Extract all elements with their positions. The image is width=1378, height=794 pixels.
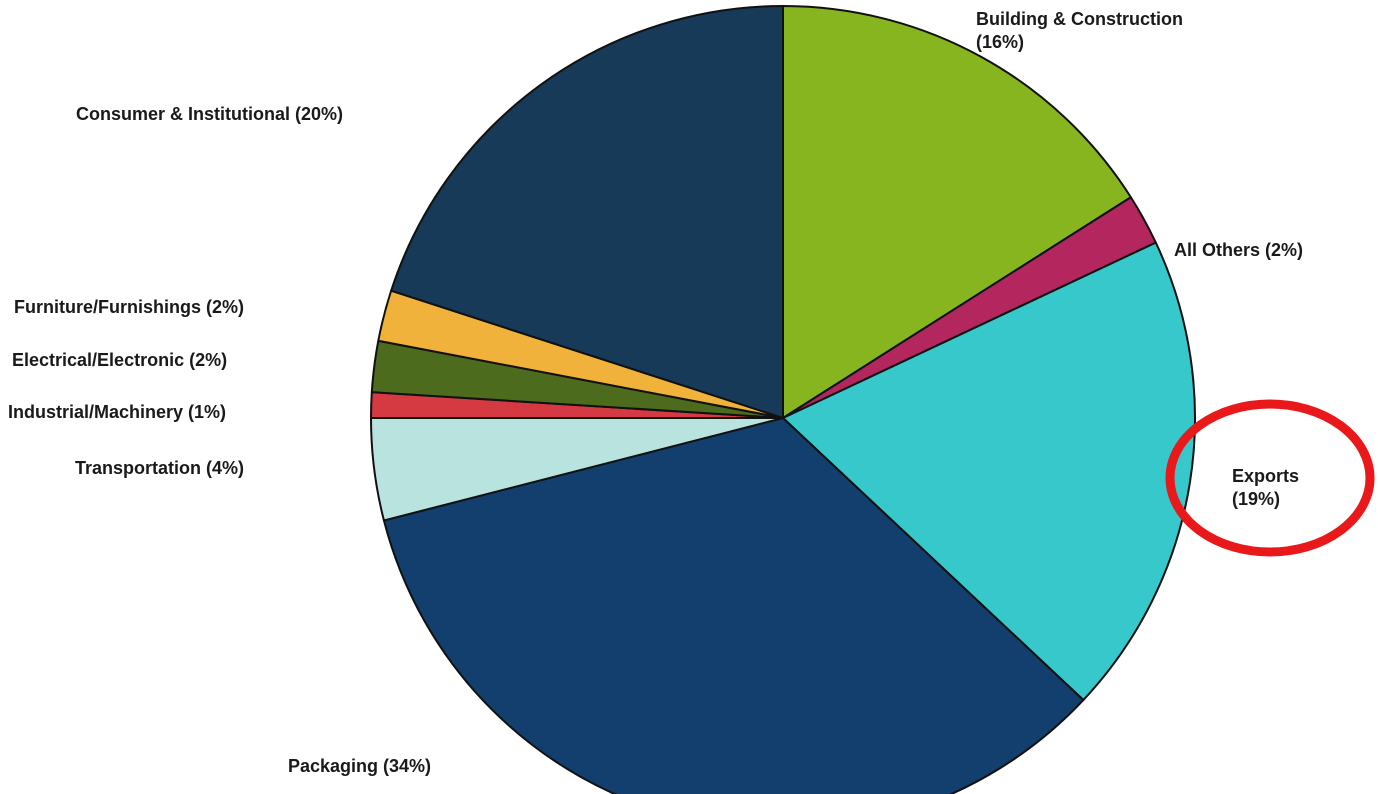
label-furniture-furnishings: Furniture/Furnishings (2%) [14, 297, 245, 317]
label-industrial-machinery: Industrial/Machinery (1%) [8, 402, 227, 422]
label-electrical-electronic: Electrical/Electronic (2%) [12, 350, 228, 370]
label-transportation: Transportation (4%) [75, 458, 245, 478]
slice-consumer-institutional [390, 5, 784, 419]
label-packaging: Packaging (34%) [288, 756, 432, 776]
label-consumer-institutional: Consumer & Institutional (20%) [76, 104, 344, 124]
slice-building-construction [782, 5, 1132, 419]
label-building-construction: Building & Construction (16%) [976, 9, 1183, 52]
slice-exports [782, 241, 1197, 702]
label-all-others: All Others (2%) [1174, 240, 1304, 260]
slice-packaging [382, 417, 1085, 794]
label-exports: Exports (19%) [1232, 466, 1300, 509]
highlight-circle [1165, 399, 1375, 557]
